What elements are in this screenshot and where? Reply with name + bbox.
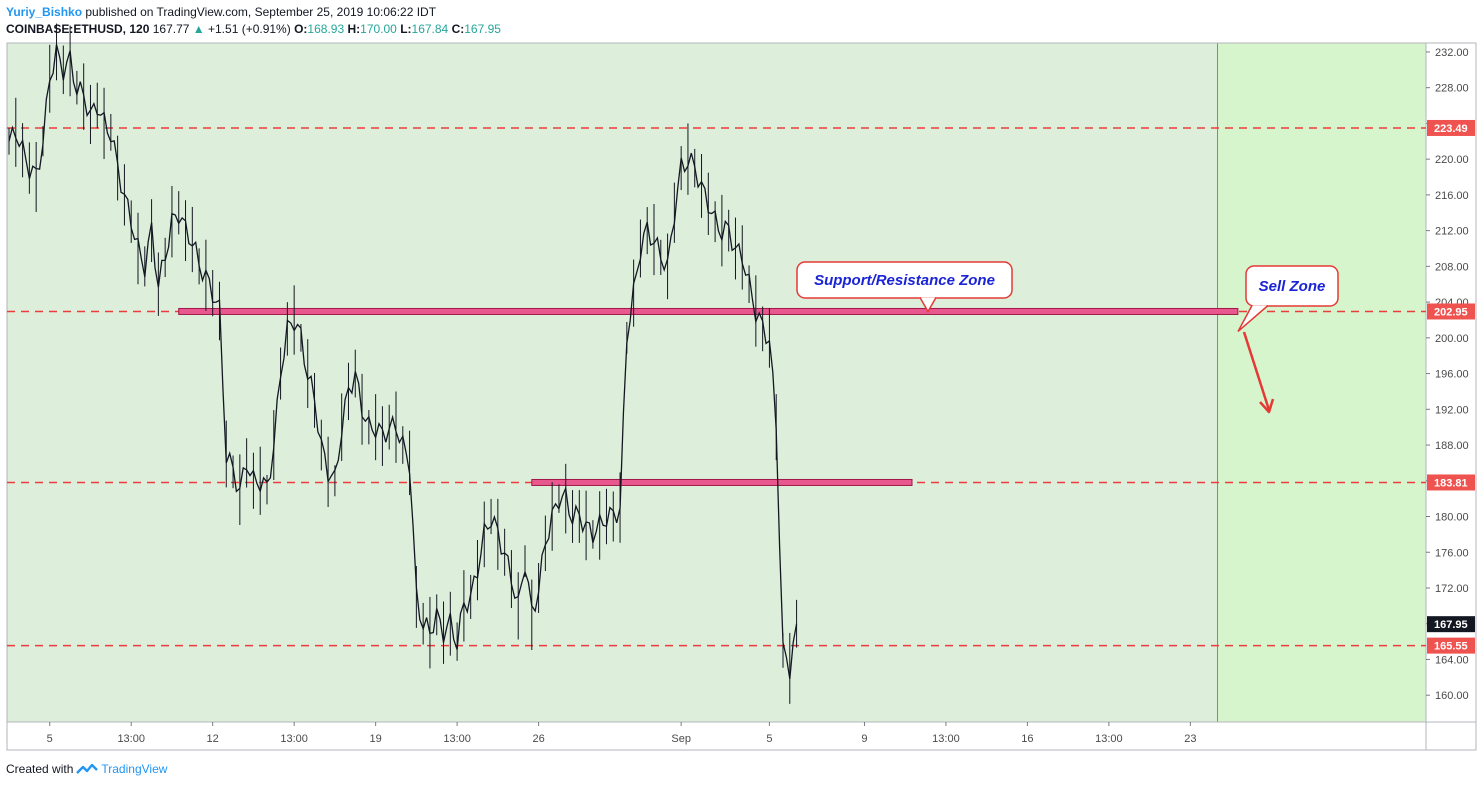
created-with-text: Created with — [6, 762, 74, 776]
annotation-sell-zone-pointer — [1237, 304, 1269, 333]
annotation-support-resistance[interactable]: Support/Resistance Zone — [796, 261, 1013, 313]
symbol-info-bar: COINBASE:ETHUSD, 120 167.77 ▲ +1.51 (+0.… — [6, 22, 501, 36]
up-arrow-icon: ▲ — [192, 22, 205, 36]
x-tick-label: 5 — [766, 733, 772, 745]
high-value: 170.00 — [360, 22, 397, 36]
level-axis-label-bg — [1427, 474, 1475, 491]
level-axis-label: 165.55 — [1434, 641, 1468, 653]
price-chart[interactable]: 232.00228.00224.00220.00216.00212.00208.… — [0, 0, 1484, 760]
y-tick-label: 228.00 — [1435, 83, 1469, 95]
annotation-support-resistance-pointer — [919, 297, 937, 313]
y-tick-label: 220.00 — [1435, 154, 1469, 166]
plot-background — [7, 43, 1426, 722]
price-change: +1.51 (+0.91%) — [208, 22, 291, 36]
symbol-label: COINBASE:ETHUSD, 120 — [6, 22, 150, 36]
x-tick-label: 23 — [1184, 733, 1196, 745]
x-tick-label: 19 — [370, 733, 382, 745]
y-tick-label: 180.00 — [1435, 512, 1469, 524]
chart-publish-info: Yuriy_Bishko published on TradingView.co… — [6, 5, 436, 19]
level-axis-label-bg — [1427, 637, 1475, 654]
author-link[interactable]: Yuriy_Bishko — [6, 5, 83, 19]
x-tick-label: 13:00 — [280, 733, 308, 745]
annotation-support-resistance-text: Support/Resistance Zone — [814, 272, 995, 289]
x-tick-label: 13:00 — [117, 733, 145, 745]
level-axis-label-bg — [1427, 303, 1475, 320]
open-label: O: — [294, 22, 308, 36]
y-tick-label: 200.00 — [1435, 333, 1469, 345]
annotation-sell-zone-text: Sell Zone — [1259, 278, 1326, 295]
footer: Created with TradingView — [6, 762, 167, 776]
y-tick-label: 212.00 — [1435, 226, 1469, 238]
tradingview-logo-icon — [76, 763, 99, 774]
tradingview-brand[interactable]: TradingView — [101, 762, 168, 776]
x-tick-label: 13:00 — [443, 733, 471, 745]
x-tick-label: 5 — [47, 733, 53, 745]
close-value: 167.95 — [464, 22, 501, 36]
level-axis-label: 202.95 — [1434, 306, 1468, 318]
published-text: published on TradingView.com, September … — [85, 5, 437, 19]
annotation-sell-zone-box — [1245, 265, 1339, 307]
x-tick-label: Sep — [671, 733, 691, 745]
x-tick-label: 13:00 — [1095, 733, 1123, 745]
y-tick-label: 188.00 — [1435, 440, 1469, 452]
y-tick-label: 232.00 — [1435, 47, 1469, 59]
chart-frame — [6, 42, 1477, 751]
level-axis-label-bg — [1427, 119, 1475, 136]
level-axis-label: 223.49 — [1434, 123, 1468, 135]
y-tick-label: 164.00 — [1435, 654, 1469, 666]
annotation-support-resistance-box — [796, 261, 1013, 299]
x-tick-label: 16 — [1021, 733, 1033, 745]
x-tick-label: 26 — [532, 733, 544, 745]
low-label: L: — [400, 22, 412, 36]
y-tick-label: 208.00 — [1435, 261, 1469, 273]
level-axis-label: 183.81 — [1434, 477, 1468, 489]
y-tick-label: 192.00 — [1435, 404, 1469, 416]
x-tick-label: 13:00 — [932, 733, 960, 745]
y-tick-label: 196.00 — [1435, 369, 1469, 381]
x-tick-label: 9 — [861, 733, 867, 745]
zone-bar[interactable] — [531, 478, 913, 486]
close-label: C: — [451, 22, 465, 36]
y-tick-label: 160.00 — [1435, 690, 1469, 702]
open-value: 168.93 — [307, 22, 345, 36]
last-price: 167.77 — [152, 22, 190, 36]
zone-bar[interactable] — [178, 307, 1239, 315]
annotation-sell-zone[interactable]: Sell Zone — [1237, 265, 1339, 333]
last-price-label: 167.95 — [1434, 619, 1468, 631]
sell-arrow-head — [1259, 398, 1275, 414]
high-label: H: — [347, 22, 361, 36]
sell-arrow-shaft — [1242, 331, 1271, 411]
low-value: 167.84 — [411, 22, 449, 36]
x-tick-label: 12 — [207, 733, 219, 745]
last-price-label-bg — [1427, 616, 1475, 633]
forecast-area — [1217, 43, 1426, 722]
y-tick-label: 172.00 — [1435, 583, 1469, 595]
y-tick-label: 216.00 — [1435, 190, 1469, 202]
y-tick-label: 176.00 — [1435, 547, 1469, 559]
